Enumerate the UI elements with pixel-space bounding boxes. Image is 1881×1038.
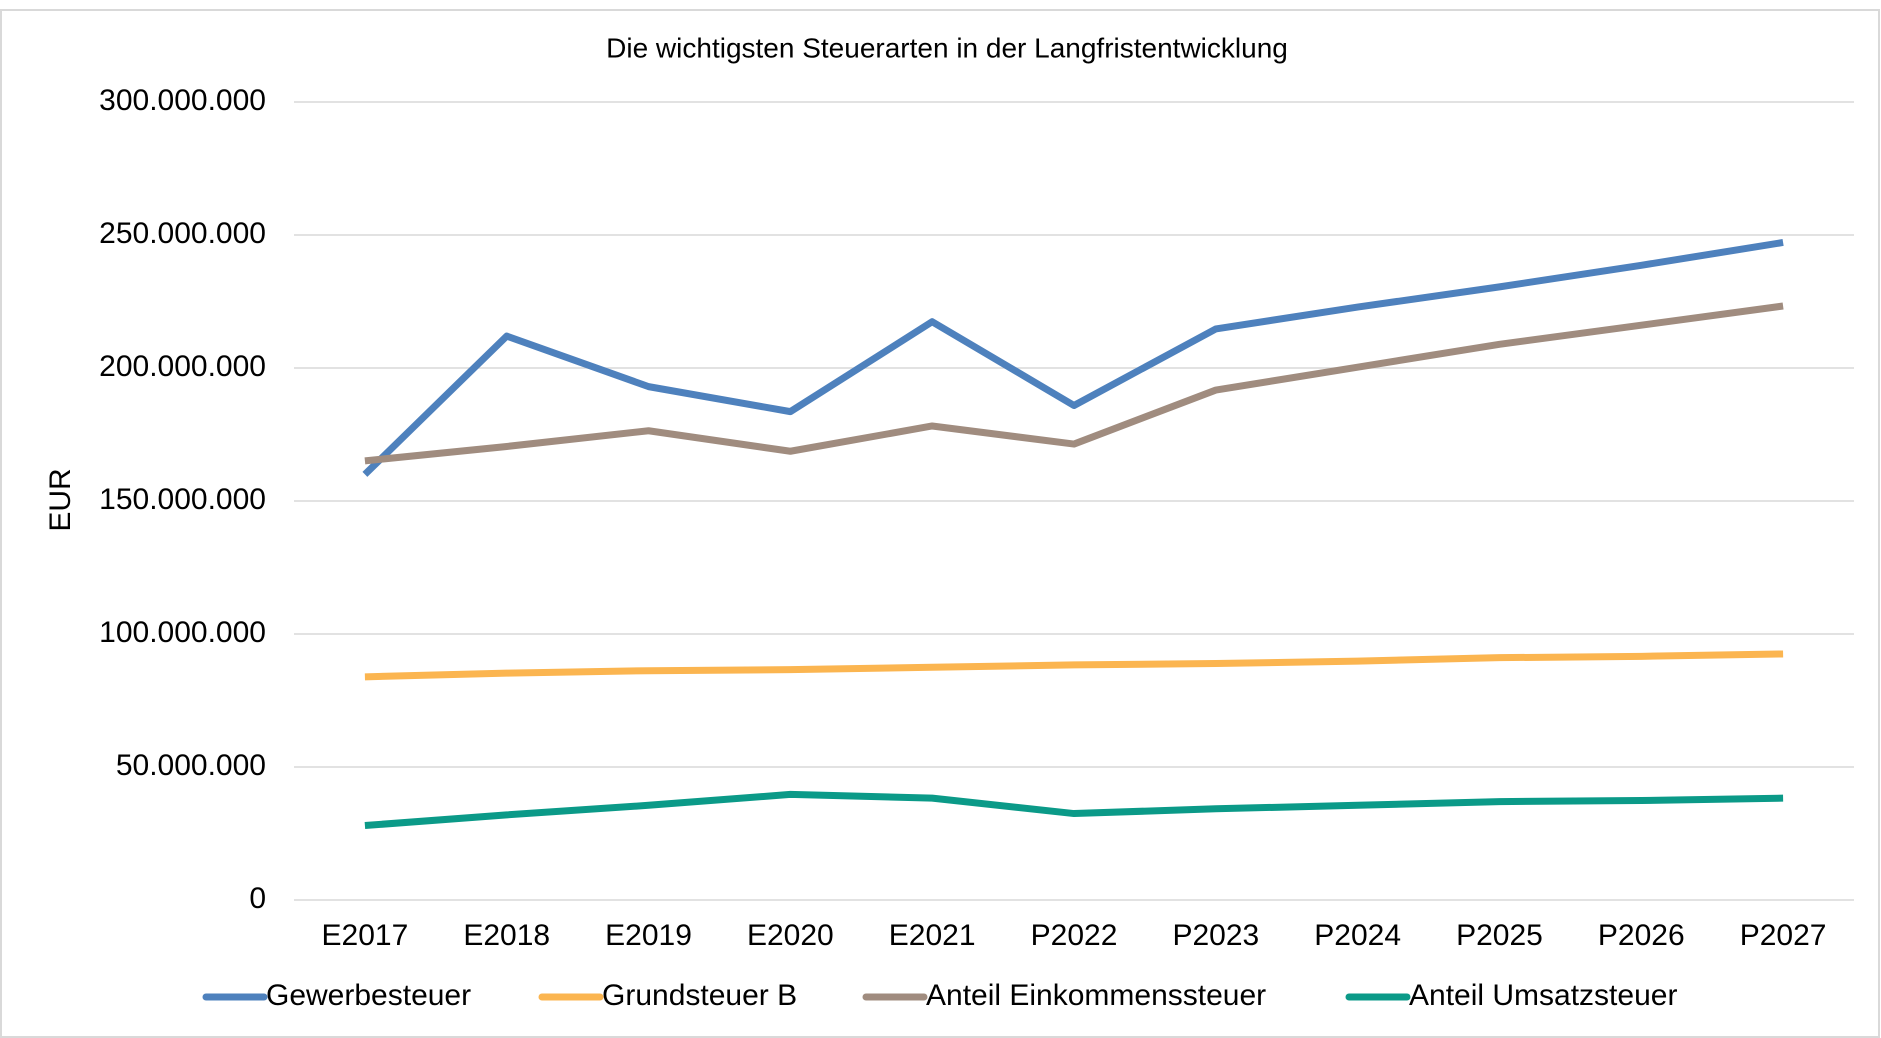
chart-title: Die wichtigsten Steuerarten in der Langf… bbox=[606, 32, 1288, 63]
series-line bbox=[364, 302, 1784, 465]
series-line bbox=[364, 790, 1784, 830]
x-tick-label: E2018 bbox=[463, 919, 550, 952]
x-tick-label: E2019 bbox=[605, 919, 692, 952]
legend-label: Gewerbesteuer bbox=[266, 979, 471, 1012]
series-line bbox=[362, 238, 1784, 477]
chart-frame bbox=[0, 9, 1880, 1038]
legend-label: Anteil Einkommenssteuer bbox=[926, 979, 1266, 1012]
legend-label: Grundsteuer B bbox=[602, 979, 797, 1012]
x-tick-label: P2025 bbox=[1456, 919, 1543, 952]
x-tick-label: E2021 bbox=[889, 919, 976, 952]
x-tick-label: P2022 bbox=[1031, 919, 1118, 952]
y-tick-label: 50.000.000 bbox=[116, 749, 266, 782]
x-tick-label: E2020 bbox=[747, 919, 834, 952]
legend-label: Anteil Umsatzsteuer bbox=[1409, 979, 1677, 1012]
x-tick-label: P2023 bbox=[1172, 919, 1259, 952]
y-tick-label: 0 bbox=[249, 882, 266, 915]
x-tick-label: P2027 bbox=[1740, 919, 1827, 952]
series-line bbox=[364, 650, 1784, 681]
y-tick-label: 100.000.000 bbox=[99, 616, 266, 649]
x-tick-label: P2024 bbox=[1314, 919, 1401, 952]
y-tick-label: 300.000.000 bbox=[99, 84, 266, 117]
y-tick-label: 200.000.000 bbox=[99, 350, 266, 383]
x-tick-label: P2026 bbox=[1598, 919, 1685, 952]
y-tick-label: 250.000.000 bbox=[99, 217, 266, 250]
x-tick-label: E2017 bbox=[322, 919, 409, 952]
y-tick-label: 150.000.000 bbox=[99, 483, 266, 516]
y-axis-label: EUR bbox=[44, 468, 77, 531]
